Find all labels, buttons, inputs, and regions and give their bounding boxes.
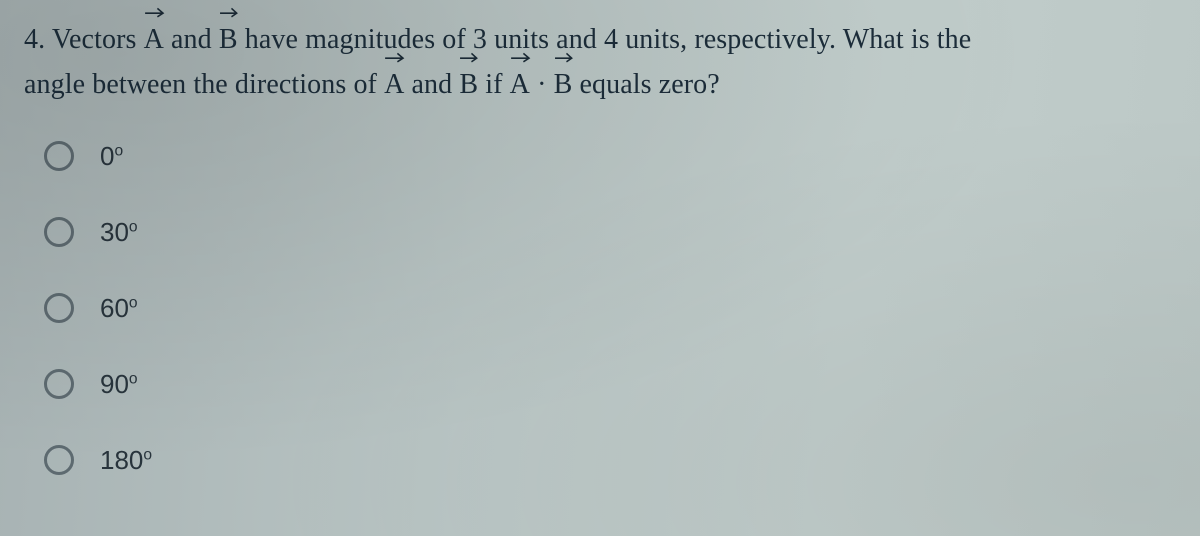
- vector-B-label: B: [554, 69, 573, 100]
- radio-icon[interactable]: [44, 217, 74, 247]
- vector-B-2: B: [459, 61, 478, 106]
- degree-unit: o: [114, 142, 123, 159]
- choice-value: 30: [100, 217, 129, 247]
- degree-unit: o: [129, 218, 138, 235]
- q-line2-mid1: and: [404, 69, 459, 100]
- q-line2-prefix: angle between the directions of: [24, 69, 384, 100]
- choice-label: 0o: [100, 141, 123, 172]
- question-text: 4. Vectors A and B have magnitudes of 3 …: [24, 16, 1176, 107]
- choice-value: 0: [100, 141, 114, 171]
- choice-option[interactable]: 180o: [44, 445, 1176, 476]
- question-number: 4.: [24, 24, 45, 55]
- arrow-icon: [459, 51, 480, 63]
- vector-A-label: A: [510, 69, 530, 100]
- choice-list: 0o 30o 60o 90o 180o: [24, 141, 1176, 476]
- vector-B-3: B: [554, 61, 573, 106]
- radio-icon[interactable]: [44, 293, 74, 323]
- q-line1-mid: and: [164, 24, 219, 55]
- arrow-icon: [219, 6, 240, 18]
- vector-A: A: [144, 16, 164, 61]
- choice-option[interactable]: 90o: [44, 369, 1176, 400]
- vector-A-2: A: [384, 61, 404, 106]
- arrow-icon: [384, 51, 406, 63]
- choice-label: 30o: [100, 217, 138, 248]
- choice-value: 60: [100, 293, 129, 323]
- vector-A-label: A: [144, 24, 164, 55]
- vector-A-3: A: [510, 61, 530, 106]
- radio-icon[interactable]: [44, 445, 74, 475]
- choice-option[interactable]: 0o: [44, 141, 1176, 172]
- question-block: 4. Vectors A and B have magnitudes of 3 …: [0, 0, 1200, 476]
- q-line1-suffix: have magnitudes of 3 units and 4 units, …: [238, 24, 972, 55]
- dot-operator: ·: [530, 69, 554, 100]
- choice-label: 60o: [100, 293, 138, 324]
- q-line1-prefix: Vectors: [52, 24, 144, 55]
- q-line2-suffix: equals zero?: [572, 69, 719, 100]
- arrow-icon: [554, 51, 575, 63]
- vector-B-label: B: [459, 69, 478, 100]
- degree-unit: o: [129, 370, 138, 387]
- vector-B-label: B: [219, 24, 238, 55]
- choice-option[interactable]: 60o: [44, 293, 1176, 324]
- choice-value: 90: [100, 369, 129, 399]
- q-line2-mid2: if: [478, 69, 510, 100]
- choice-label: 90o: [100, 369, 138, 400]
- vector-B: B: [219, 16, 238, 61]
- arrow-icon: [510, 51, 532, 63]
- choice-label: 180o: [100, 445, 152, 476]
- degree-unit: o: [129, 294, 138, 311]
- choice-option[interactable]: 30o: [44, 217, 1176, 248]
- choice-value: 180: [100, 445, 143, 475]
- degree-unit: o: [143, 446, 152, 463]
- radio-icon[interactable]: [44, 369, 74, 399]
- vector-A-label: A: [384, 69, 404, 100]
- arrow-icon: [144, 6, 166, 18]
- radio-icon[interactable]: [44, 141, 74, 171]
